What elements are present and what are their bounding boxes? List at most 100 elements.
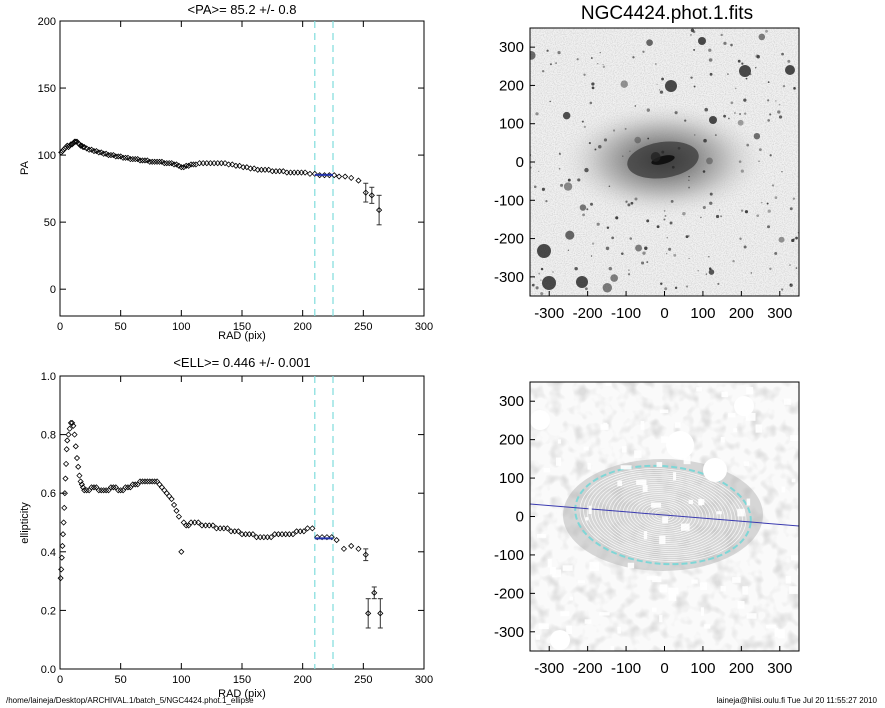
- ell-data-point: [187, 519, 195, 526]
- mask-patch: [642, 485, 648, 492]
- star: [702, 170, 706, 173]
- img1-y-tick-label: -200: [494, 231, 524, 248]
- star: [767, 225, 771, 229]
- star: [535, 286, 539, 290]
- star: [670, 199, 674, 203]
- pa-y-tick-label: 100: [38, 150, 56, 162]
- ell-data-point: [377, 610, 384, 617]
- mask-patch: [698, 498, 703, 506]
- img1-x-tick-label: 200: [729, 305, 754, 322]
- pa-data-point: [355, 177, 362, 184]
- pa-data-point: [272, 168, 280, 175]
- star: [590, 202, 594, 206]
- bright-star: [665, 80, 677, 92]
- pa-data-point: [196, 160, 203, 167]
- star: [756, 214, 760, 217]
- mask-patch: [584, 619, 592, 624]
- star: [627, 203, 631, 207]
- ell-data-point: [260, 534, 267, 541]
- star: [720, 215, 722, 218]
- ell-x-axis: 0 50 100 150 200 250 300: [57, 376, 433, 686]
- star: [591, 82, 595, 86]
- star: [789, 283, 793, 287]
- mask-patch: [783, 398, 792, 405]
- star: [664, 287, 668, 291]
- pa-x-tick-label: 0: [57, 321, 63, 333]
- bright-star: [739, 65, 751, 77]
- mask-patch: [746, 387, 754, 395]
- star: [611, 236, 615, 240]
- pa-data-point: [115, 153, 122, 160]
- star: [531, 283, 535, 287]
- star: [689, 33, 692, 36]
- mask-patch: [704, 624, 711, 629]
- ell-data-point: [103, 487, 110, 494]
- star: [718, 209, 721, 211]
- ell-data-point: [79, 484, 87, 491]
- star: [559, 152, 561, 154]
- star: [642, 251, 646, 255]
- ell-data-point: [90, 484, 98, 491]
- mask-patch: [683, 455, 691, 465]
- star: [693, 85, 696, 88]
- star: [602, 65, 606, 69]
- ell-data-point: [220, 525, 227, 532]
- mask-patch: [661, 436, 669, 443]
- star: [746, 143, 750, 147]
- ell-data-point: [242, 531, 249, 538]
- star: [627, 273, 631, 276]
- star: [734, 112, 736, 114]
- pa-data-point: [348, 174, 355, 181]
- star: [557, 50, 561, 55]
- ell-data-point: [297, 528, 304, 535]
- star: [562, 111, 571, 120]
- mask-patch: [700, 607, 704, 616]
- pa-data-point: [294, 169, 301, 176]
- bright-star: [576, 276, 588, 288]
- star: [704, 107, 709, 112]
- mask-patch: [668, 592, 677, 601]
- mask-patch: [589, 562, 600, 571]
- image-x-axis: -300 -200 -100 0 100 200 300: [534, 291, 792, 322]
- pa-x-tick-label: 300: [415, 321, 433, 333]
- star: [766, 202, 769, 205]
- star: [758, 33, 766, 41]
- star: [545, 199, 548, 203]
- mask-patch: [538, 623, 549, 630]
- pa-data-point: [190, 161, 197, 168]
- pa-data-point: [185, 162, 192, 169]
- masked-regions: [530, 382, 799, 651]
- mask-patch: [673, 472, 677, 481]
- star: [688, 179, 690, 182]
- ell-data-point: [271, 531, 278, 538]
- mask-patch: [535, 649, 541, 651]
- star: [629, 150, 631, 153]
- star: [546, 49, 549, 52]
- pa-y-tick-label: 0: [50, 284, 56, 296]
- star: [795, 236, 798, 240]
- pa-data-point: [291, 169, 298, 176]
- star: [567, 249, 570, 251]
- ell-x-tick-label: 50: [115, 674, 127, 686]
- star: [558, 167, 561, 170]
- star: [690, 28, 695, 32]
- pa-data-point: [144, 157, 151, 164]
- star: [671, 165, 675, 169]
- star: [685, 285, 689, 288]
- ell-y-tick-label: 1.0: [41, 371, 56, 383]
- star: [583, 125, 587, 129]
- mask-patch: [700, 582, 708, 591]
- ell-data-point: [213, 525, 220, 532]
- mask-patch: [588, 505, 592, 514]
- mask-blob: [703, 458, 727, 482]
- star: [594, 148, 597, 151]
- img2-x-tick-label: 0: [660, 660, 668, 677]
- star: [634, 105, 637, 107]
- ell-data-points: [57, 419, 384, 617]
- mask-patch: [646, 576, 658, 581]
- ell-data-point: [75, 463, 82, 470]
- mask-patch: [675, 422, 681, 428]
- star: [760, 201, 763, 204]
- star: [646, 39, 653, 46]
- star: [717, 282, 720, 286]
